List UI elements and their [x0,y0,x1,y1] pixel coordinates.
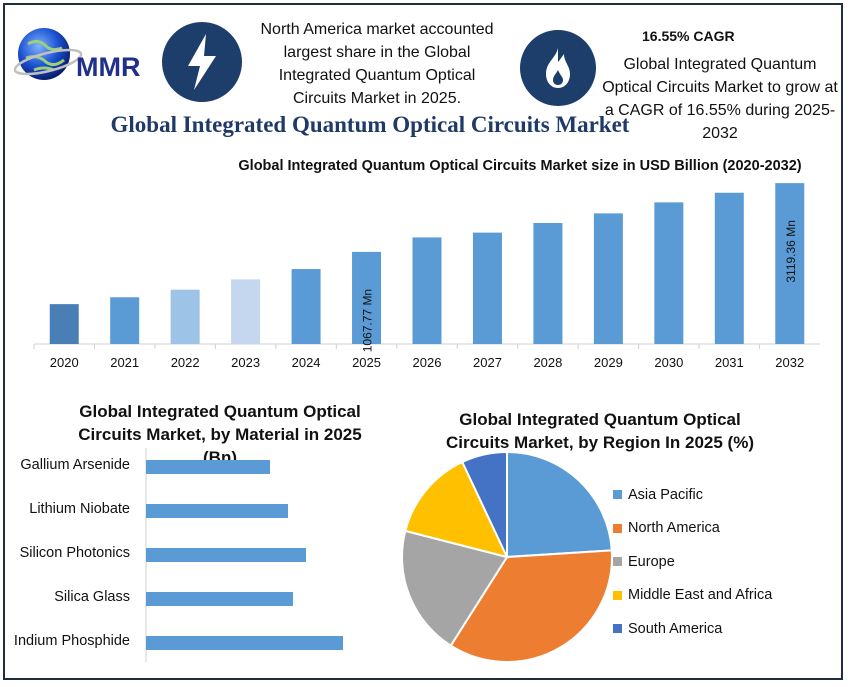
bar-2027 [472,232,502,344]
legend-swatch [613,590,622,600]
bar-2023 [231,279,261,344]
legend-swatch [613,557,622,567]
slice-europe [401,529,509,648]
x-tick-label: 2021 [110,355,139,370]
bar-2031 [714,192,744,344]
x-tick-label: 2032 [775,355,804,370]
x-tick-label: 2027 [473,355,502,370]
bar-2025 [352,251,382,344]
legend-item: Asia Pacific [613,478,772,512]
mmr-logo: MMR [13,22,164,86]
flame-icon [520,30,596,106]
bar-silicon-photonics [146,548,306,562]
bar-2032 [775,183,805,344]
legend-item: Europe [613,545,772,579]
data-label: 3119.36 Mn [784,220,798,283]
x-tick-label: 2025 [352,355,381,370]
x-tick-label: 2022 [171,355,200,370]
pie-legend: Asia Pacific North America Europe Middle Ea… [613,478,772,646]
bar-2020 [49,304,79,344]
outer-frame [3,3,843,680]
legend-swatch [613,523,622,533]
legend-swatch [613,490,622,500]
x-tick-label: 2030 [654,355,683,370]
bar-indium-phosphide [146,636,343,650]
lightning-bolt-icon [162,22,242,102]
bar-2029 [593,213,623,344]
x-tick-label: 2031 [715,355,744,370]
x-tick-label: 2029 [594,355,623,370]
region-pie-chart [401,450,613,663]
material-label: Lithium Niobate [29,501,130,517]
legend-label: Middle East and Africa [628,587,773,604]
legend-label: South America [628,620,723,637]
bar-2024 [291,269,321,344]
bar-2022 [170,289,200,344]
legend-swatch [613,624,622,634]
material-label: Silica Glass [54,589,130,605]
bar-gallium-arsenide [146,460,270,474]
x-tick-label: 2023 [231,355,260,370]
cagr-note: Global Integrated Quantum Optical Circui… [602,56,838,142]
bar-2021 [110,297,140,344]
x-tick-label: 2024 [292,355,321,370]
bar-lithium-niobate [146,504,288,518]
legend-item: Middle East and Africa [613,579,772,613]
slice-asia-pacific [506,450,613,559]
bar-2030 [654,202,684,344]
cagr-title: 16.55% CAGR [642,28,735,44]
legend-label: Europe [628,553,675,570]
main-title: Global Integrated Quantum Optical Circui… [110,112,630,137]
market-size-bar-chart: 2020 2021 2022 2023 2024 2025 2026 2027 2028 2029… [33,183,820,370]
logo-text: MMR [76,52,140,82]
material-bar-chart [145,448,343,662]
x-tick-label: 2028 [533,355,562,370]
globe-icon: MMR [13,28,140,82]
material-label: Silicon Photonics [19,545,130,561]
slice-north-america [449,549,613,663]
slice-middle-east-and-africa [404,460,509,559]
slice-south-america [460,450,508,558]
north-america-note: North America market accounted largest s… [260,21,494,107]
material-chart-title: Global Integrated Quantum Optical Circui… [78,402,362,467]
legend-item: South America [613,612,772,646]
legend-label: North America [628,520,720,537]
data-label: 1067.77 Mn [361,289,375,352]
material-label: Indium Phosphide [13,633,130,649]
bar-2026 [412,237,442,344]
legend-label: Asia Pacific [628,486,703,503]
legend-item: North America [613,512,772,546]
bar-silica-glass [146,592,293,606]
material-label: Gallium Arsenide [20,457,130,473]
bar-2028 [533,223,563,344]
bar-chart-title: Global Integrated Quantum Optical Circui… [238,158,802,174]
x-tick-label: 2020 [50,355,79,370]
x-tick-label: 2026 [413,355,442,370]
region-chart-title: Global Integrated Quantum Optical Circui… [446,410,754,452]
